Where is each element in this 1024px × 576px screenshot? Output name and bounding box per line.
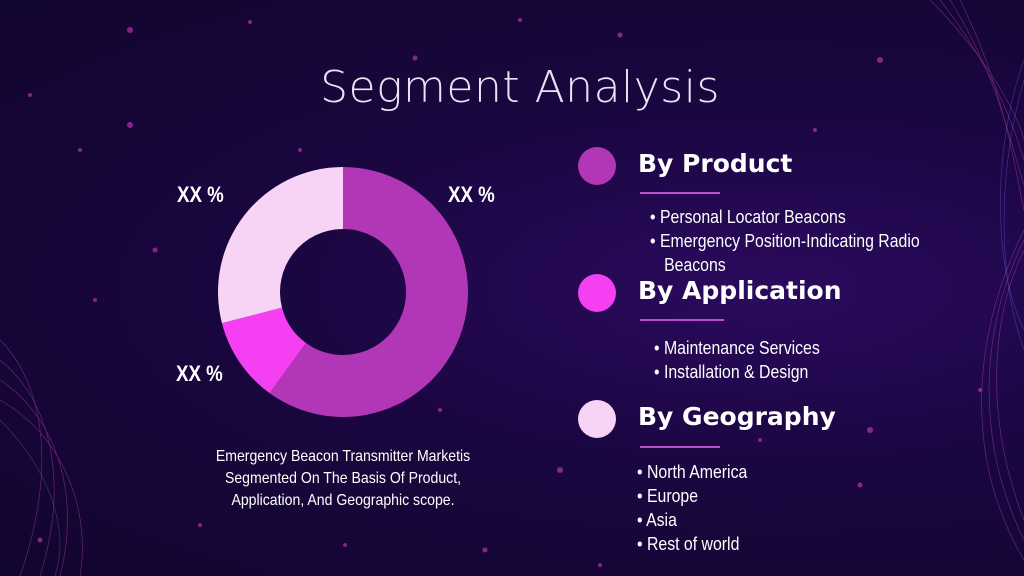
segment-item-list: • North America • Europe • Asia • Rest o… xyxy=(637,460,747,556)
list-item: • Europe xyxy=(637,486,699,506)
segment-title: By Product xyxy=(638,149,793,178)
data-label-product: XX % xyxy=(448,182,495,207)
slice-application xyxy=(221,307,306,394)
segment-title: By Application xyxy=(638,276,842,305)
geography-dot-icon xyxy=(578,400,616,438)
product-dot-icon xyxy=(578,147,616,185)
list-item: Beacons xyxy=(664,255,726,275)
segment-underline xyxy=(640,192,720,194)
list-item: • Emergency Position-Indicating Radio xyxy=(650,231,920,251)
segment-title: By Geography xyxy=(638,402,836,431)
slice-geography xyxy=(218,167,343,324)
segment-underline xyxy=(640,446,720,448)
segment-item-list: • Maintenance Services • Installation & … xyxy=(654,336,820,384)
chart-caption: Emergency Beacon Transmitter Marketis Se… xyxy=(215,448,471,509)
slice-product xyxy=(269,167,469,417)
data-label-application: XX % xyxy=(176,361,223,386)
list-item: • Maintenance Services xyxy=(654,338,820,358)
list-item: • North America xyxy=(637,462,748,482)
application-dot-icon xyxy=(578,274,616,312)
segment-item-list: • Personal Locator Beacons • Emergency P… xyxy=(650,205,920,277)
list-item: • Installation & Design xyxy=(654,362,809,382)
data-label-geography: XX % xyxy=(177,182,224,207)
list-item: • Personal Locator Beacons xyxy=(650,207,846,227)
segment-underline xyxy=(640,319,724,321)
list-item: • Rest of world xyxy=(637,534,740,554)
list-item: • Asia xyxy=(637,510,677,530)
page-title: Segment Analysis xyxy=(320,62,720,113)
